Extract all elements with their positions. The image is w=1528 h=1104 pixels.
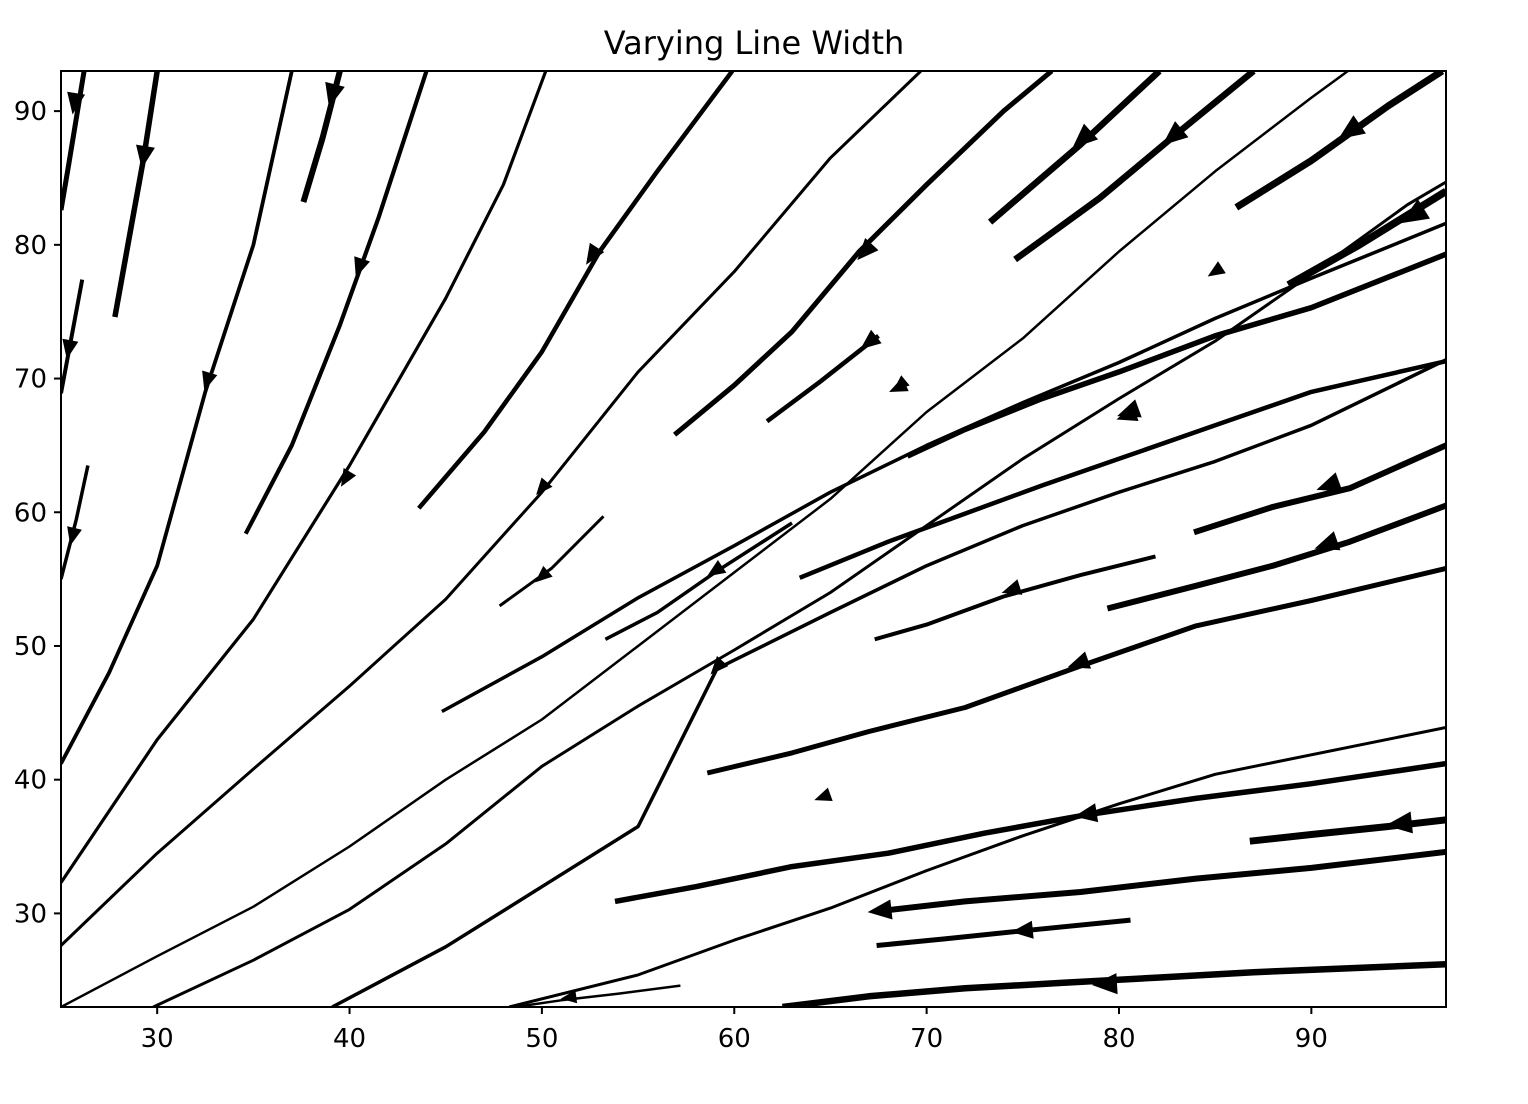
streamline: [765, 334, 880, 424]
flow-arrow: [1400, 199, 1430, 224]
streamline: [61, 465, 90, 580]
streamline: [417, 71, 735, 510]
flow-arrow: [1011, 920, 1034, 939]
flow-arrow: [536, 477, 553, 495]
flow-arrow: [1316, 472, 1343, 492]
streamline: [1286, 188, 1446, 289]
streamline: [61, 71, 1349, 1007]
streamline: [1193, 442, 1446, 536]
y-tick-label: 80: [14, 231, 47, 261]
streamline: [508, 726, 1446, 1007]
flow-arrow: [860, 329, 882, 350]
streamline: [1106, 502, 1446, 612]
flow-arrow: [1091, 973, 1118, 995]
y-tick-label: 50: [14, 632, 47, 662]
flow-arrow: [202, 370, 218, 391]
flow-arrow: [889, 377, 909, 392]
x-tick-label: 60: [718, 1024, 751, 1054]
flow-arrow: [67, 91, 86, 115]
x-tick-label: 40: [333, 1024, 366, 1054]
streamline: [61, 71, 294, 765]
x-tick-label: 50: [525, 1024, 558, 1054]
streamline: [706, 565, 1446, 776]
streamline: [874, 554, 1156, 642]
streamline: [604, 521, 793, 641]
flow-arrow: [1074, 803, 1099, 823]
arrows-group: [62, 81, 1430, 1004]
flow-arrow: [1001, 579, 1023, 595]
streamline: [61, 71, 548, 884]
streamline: [906, 251, 1446, 459]
flow-arrow: [1314, 531, 1341, 551]
flow-arrow: [1338, 115, 1366, 140]
streamline: [112, 71, 160, 318]
y-tick-label: 40: [14, 766, 47, 796]
flow-arrow: [67, 526, 82, 546]
flow-arrow: [857, 238, 879, 261]
flow-arrow: [586, 242, 605, 265]
x-tick-label: 30: [141, 1024, 174, 1054]
streamline: [1013, 71, 1256, 263]
x-tick-label: 90: [1295, 1024, 1328, 1054]
streamline: [61, 71, 922, 947]
streamline: [798, 359, 1446, 580]
flow-arrow: [535, 565, 553, 583]
flow-arrow: [1116, 404, 1139, 421]
streamline: [876, 917, 1131, 948]
x-tick-label: 70: [910, 1024, 943, 1054]
flow-arrow: [706, 560, 727, 577]
streamlines-group: [61, 71, 1446, 1007]
flow-arrow: [710, 655, 729, 675]
streamline: [331, 358, 1446, 1007]
chart-title: Varying Line Width: [604, 24, 905, 62]
streamline: [243, 71, 429, 535]
flow-arrow: [1072, 123, 1099, 149]
plot-frame: [60, 70, 1447, 1008]
flow-arrow: [1162, 121, 1189, 146]
x-tick-label: 80: [1102, 1024, 1135, 1054]
flow-arrow: [62, 338, 79, 360]
flow-arrow: [136, 144, 155, 169]
flow-arrow: [867, 899, 893, 920]
streamline: [1249, 816, 1446, 845]
flow-arrow: [1207, 261, 1226, 277]
flow-arrow: [340, 468, 357, 487]
flow-arrow: [1067, 651, 1092, 669]
y-tick-label: 60: [14, 498, 47, 528]
streamline: [614, 760, 1446, 905]
streamline: [1234, 71, 1445, 211]
streamline: [673, 71, 1054, 437]
y-axis: 30 40 50 60 70 80 90: [14, 97, 61, 929]
streamline: [498, 515, 605, 608]
flow-arrow: [814, 787, 833, 802]
streamline: [441, 221, 1446, 714]
flow-arrow: [325, 81, 345, 108]
streamline: [61, 71, 87, 211]
x-axis: 30 40 50 60 70 80 90: [141, 1007, 1328, 1054]
flow-arrow: [1385, 811, 1413, 834]
streamline: [514, 984, 681, 1007]
y-tick-label: 90: [14, 97, 47, 127]
flow-arrow: [560, 990, 578, 1004]
streamline: [61, 279, 85, 394]
y-tick-label: 70: [14, 365, 47, 395]
streamline: [152, 180, 1446, 1007]
flow-arrow: [354, 256, 370, 278]
streamline: [882, 848, 1446, 914]
y-tick-label: 30: [14, 899, 47, 929]
